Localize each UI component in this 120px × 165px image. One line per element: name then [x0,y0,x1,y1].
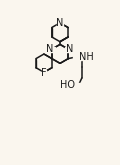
Text: NH: NH [79,52,94,62]
Text: HO: HO [60,81,75,90]
Text: F: F [41,68,47,78]
Bar [49,47,55,52]
Text: N: N [46,44,54,54]
Text: N: N [56,18,64,28]
Bar [73,54,82,60]
Bar [57,20,63,25]
Bar [42,70,46,75]
Text: N: N [66,44,74,54]
Bar [65,47,71,52]
Bar [72,82,81,88]
